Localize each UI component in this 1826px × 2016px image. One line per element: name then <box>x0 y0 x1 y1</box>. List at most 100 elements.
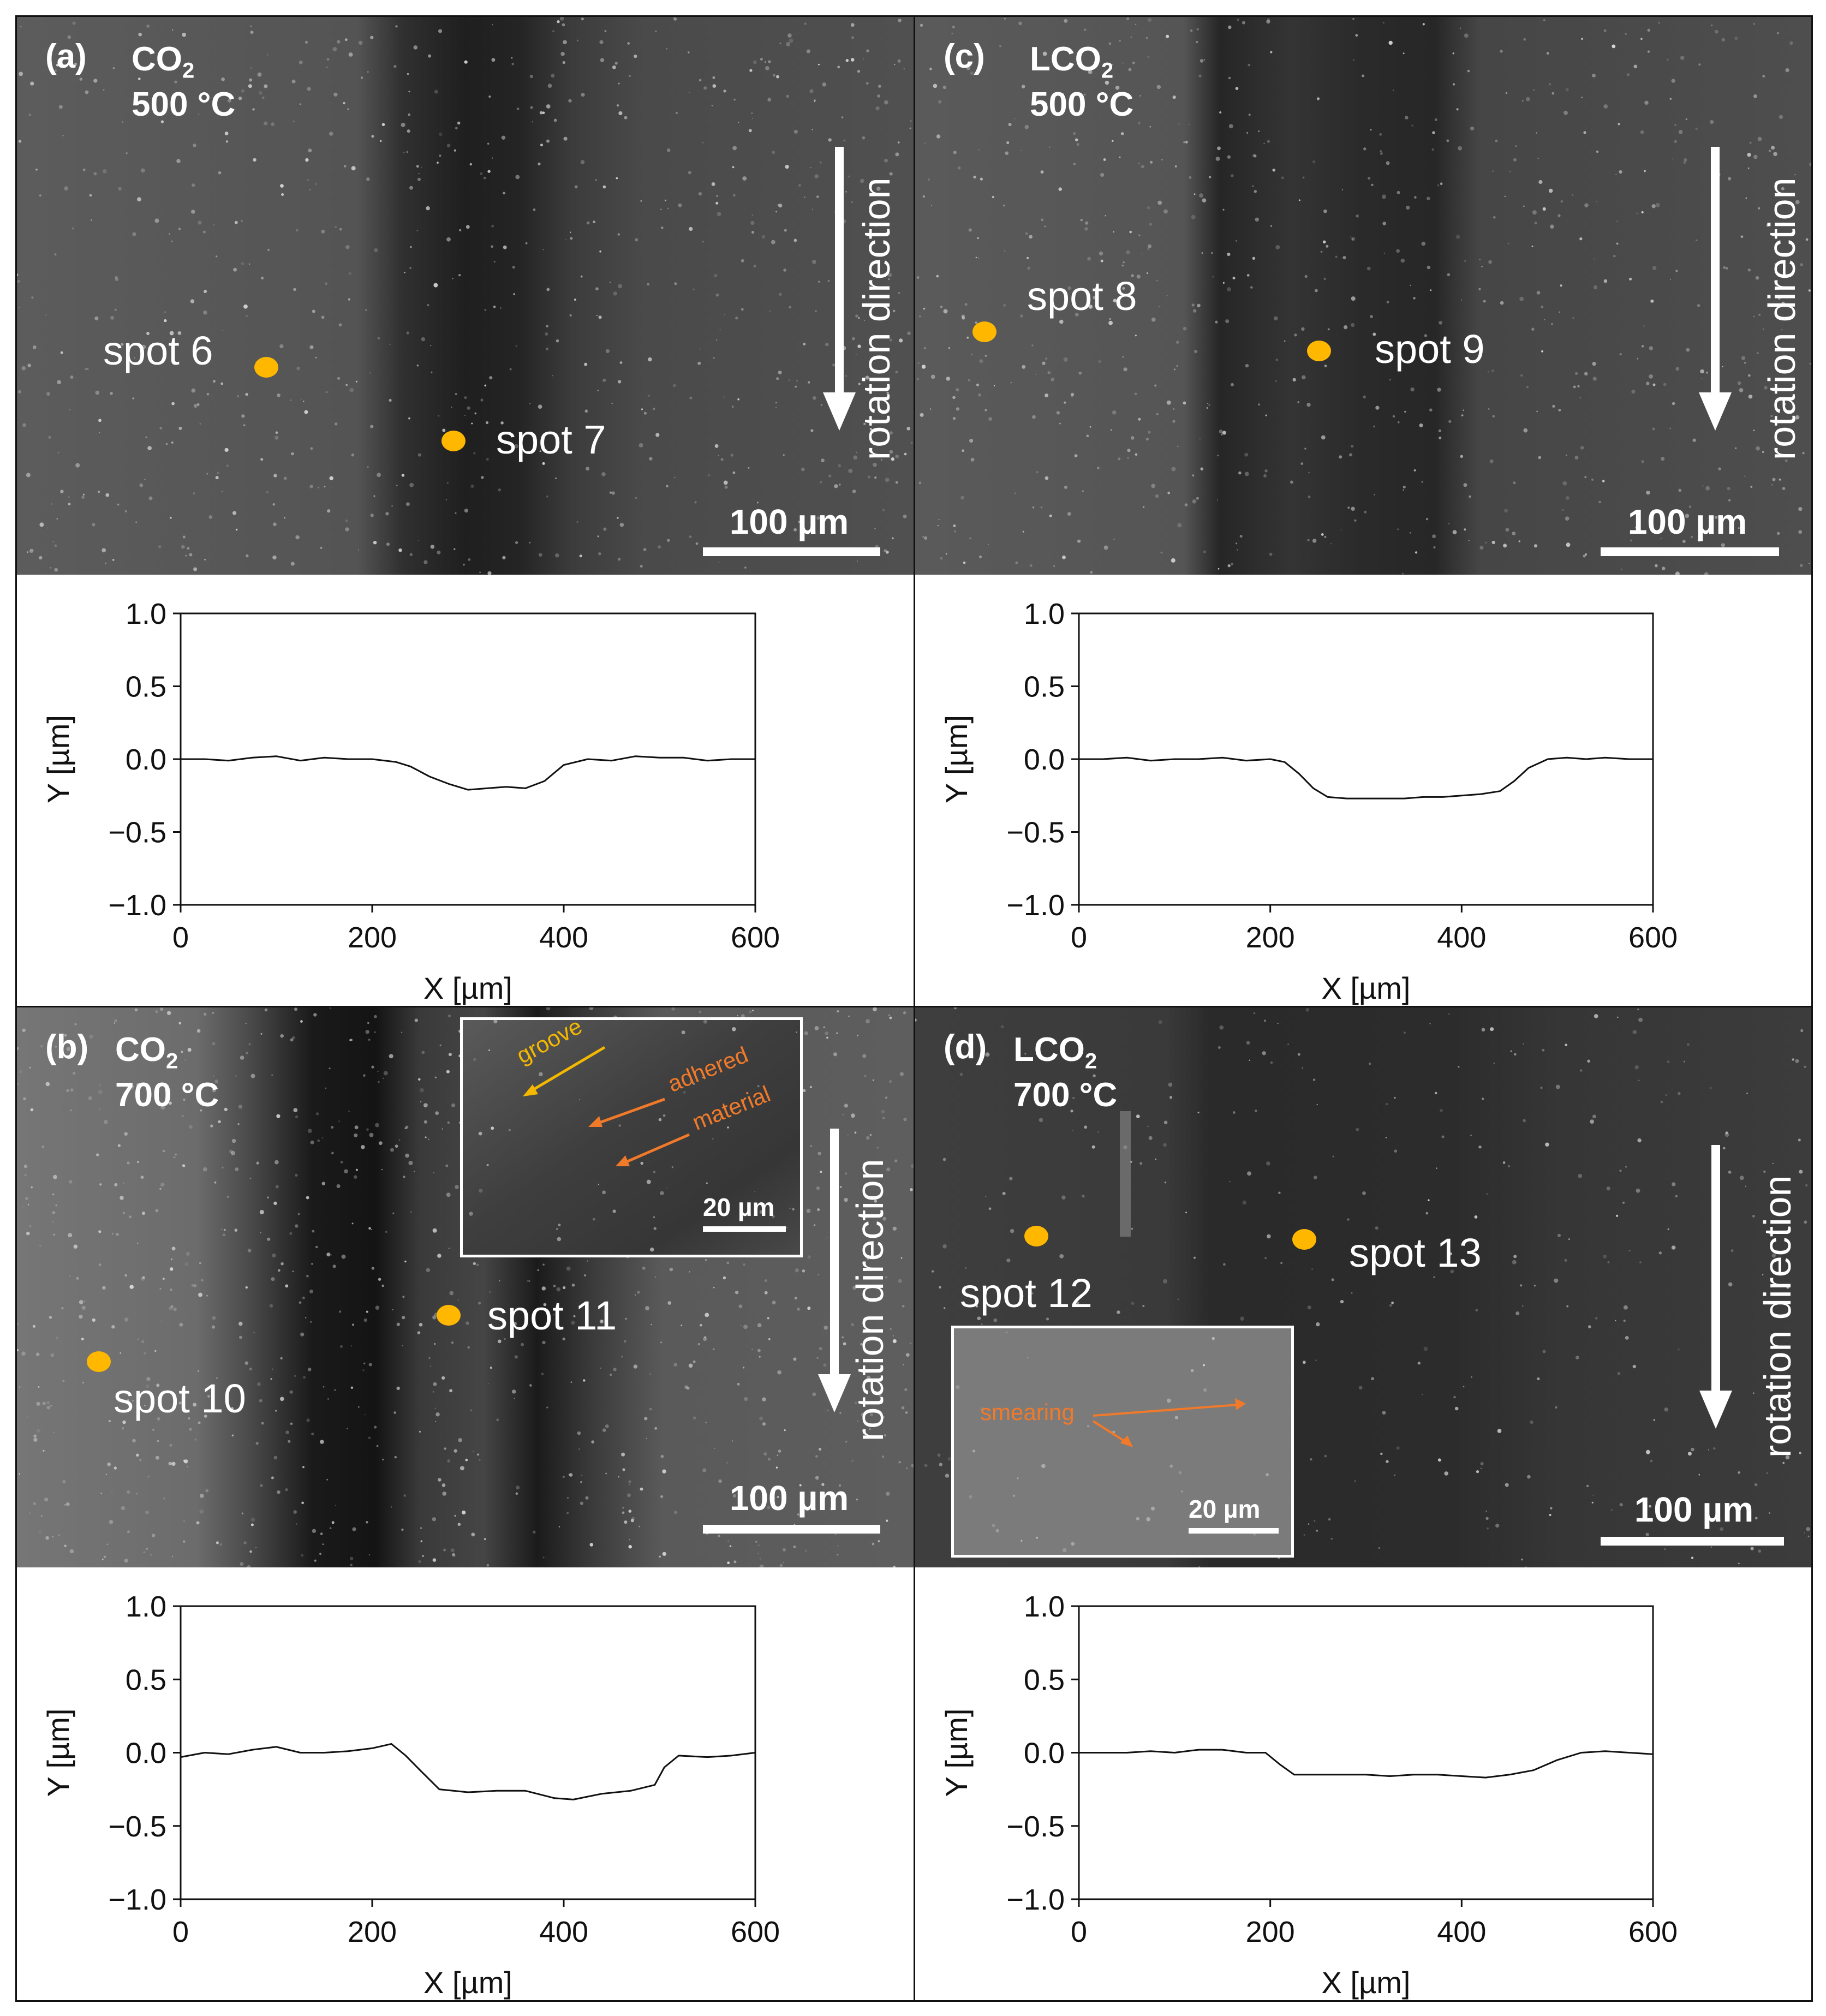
sem-speckle <box>1777 532 1780 535</box>
sem-speckle <box>795 1268 799 1273</box>
sem-speckle <box>1150 160 1153 164</box>
sem-speckle <box>1394 1149 1398 1153</box>
sem-speckle <box>1647 50 1650 53</box>
sem-speckle <box>114 1183 118 1186</box>
sem-speckle <box>442 428 446 432</box>
sem-speckle <box>1254 190 1257 193</box>
sem-speckle <box>378 1081 380 1083</box>
sem-speckle <box>1198 74 1202 77</box>
sem-speckle <box>1542 1350 1546 1353</box>
sem-speckle <box>759 1097 762 1099</box>
sem-speckle <box>1330 1538 1333 1540</box>
sem-speckle <box>1400 258 1405 263</box>
sem-speckle <box>296 229 299 232</box>
sem-speckle <box>207 1395 210 1398</box>
sem-speckle <box>188 1417 190 1419</box>
sem-speckle <box>514 1398 515 1399</box>
sem-speckle <box>546 495 548 498</box>
sem-speckle <box>1112 140 1114 142</box>
sem-speckle <box>844 1197 848 1202</box>
sem-speckle <box>267 1196 269 1199</box>
sem-speckle <box>437 1254 441 1258</box>
sem-speckle <box>866 82 869 85</box>
sem-speckle <box>573 1315 576 1317</box>
sem-speckle <box>767 1317 769 1320</box>
sem-speckle <box>266 491 269 494</box>
sem-speckle <box>904 452 907 456</box>
sem-speckle <box>1520 1284 1523 1287</box>
sem-speckle <box>975 257 977 259</box>
sem-speckle <box>102 548 106 553</box>
sem-speckle <box>91 219 92 221</box>
sem-speckle <box>29 1066 31 1069</box>
sem-speckle <box>1311 1268 1313 1270</box>
sem-speckle <box>1584 372 1588 376</box>
sem-speckle <box>1139 95 1141 97</box>
sem-speckle <box>64 1034 67 1037</box>
sem-speckle <box>1513 158 1517 162</box>
sem-speckle <box>860 178 864 183</box>
sem-speckle <box>273 522 277 527</box>
sem-speckle <box>1067 286 1071 290</box>
sem-speckle <box>837 1010 839 1013</box>
sem-speckle <box>1024 1053 1027 1055</box>
sem-speckle <box>869 1134 872 1136</box>
sem-speckle <box>204 1012 207 1016</box>
sem-speckle <box>1640 130 1644 134</box>
sem-speckle <box>1141 165 1144 169</box>
sem-speckle <box>1184 503 1188 506</box>
sem-speckle <box>556 1287 561 1292</box>
sem-speckle <box>577 1431 581 1435</box>
sem-speckle <box>1527 1475 1531 1479</box>
sem-speckle <box>1206 407 1209 409</box>
sem-speckle <box>1303 1534 1305 1536</box>
sem-speckle <box>1389 1304 1392 1307</box>
sem-speckle <box>1351 506 1355 511</box>
sem-speckle <box>644 1417 648 1421</box>
sem-speckle <box>1771 1253 1776 1258</box>
sem-speckle <box>727 1540 729 1542</box>
sem-speckle <box>398 548 402 552</box>
sem-speckle <box>367 466 369 468</box>
sem-speckle <box>256 1161 259 1165</box>
x-tick-label: 200 <box>348 1916 397 1948</box>
sem-speckle <box>930 408 932 410</box>
sem-speckle <box>818 63 820 65</box>
sem-speckle <box>645 1306 649 1311</box>
sem-speckle <box>439 132 443 136</box>
sem-speckle <box>255 1442 259 1445</box>
sem-speckle <box>732 471 736 474</box>
sem-speckle <box>772 1494 774 1496</box>
sem-speckle <box>580 275 583 278</box>
sem-speckle <box>1625 1166 1627 1168</box>
sem-speckle <box>1074 454 1078 457</box>
sem-speckle <box>240 1562 244 1566</box>
sem-speckle <box>1549 1514 1551 1516</box>
sem-speckle <box>874 528 876 529</box>
sem-speckle <box>40 1045 43 1048</box>
sem-speckle <box>595 287 599 291</box>
sem-speckle <box>98 1108 100 1110</box>
sem-speckle <box>365 309 367 311</box>
sem-speckle <box>1542 207 1546 211</box>
sem-speckle <box>366 1521 368 1524</box>
sem-speckle <box>237 1123 240 1125</box>
sem-speckle <box>1147 244 1152 248</box>
sem-speckle <box>660 226 664 229</box>
sem-speckle <box>502 556 506 559</box>
sem-speckle <box>434 1407 436 1409</box>
sem-speckle <box>828 474 832 478</box>
sem-speckle <box>1682 540 1686 543</box>
sem-speckle <box>409 267 411 270</box>
sem-speckle <box>1129 230 1132 234</box>
sem-speckle <box>371 1065 374 1069</box>
sem-speckle <box>714 1117 717 1119</box>
panel-d-frame <box>914 1006 1813 2002</box>
sem-speckle <box>538 404 542 409</box>
sem-speckle <box>189 1428 192 1431</box>
sem-speckle <box>1254 154 1257 158</box>
sem-speckle <box>1698 1474 1700 1476</box>
sem-speckle <box>860 1343 863 1346</box>
sem-speckle <box>757 1553 759 1554</box>
sem-speckle <box>1636 212 1638 214</box>
